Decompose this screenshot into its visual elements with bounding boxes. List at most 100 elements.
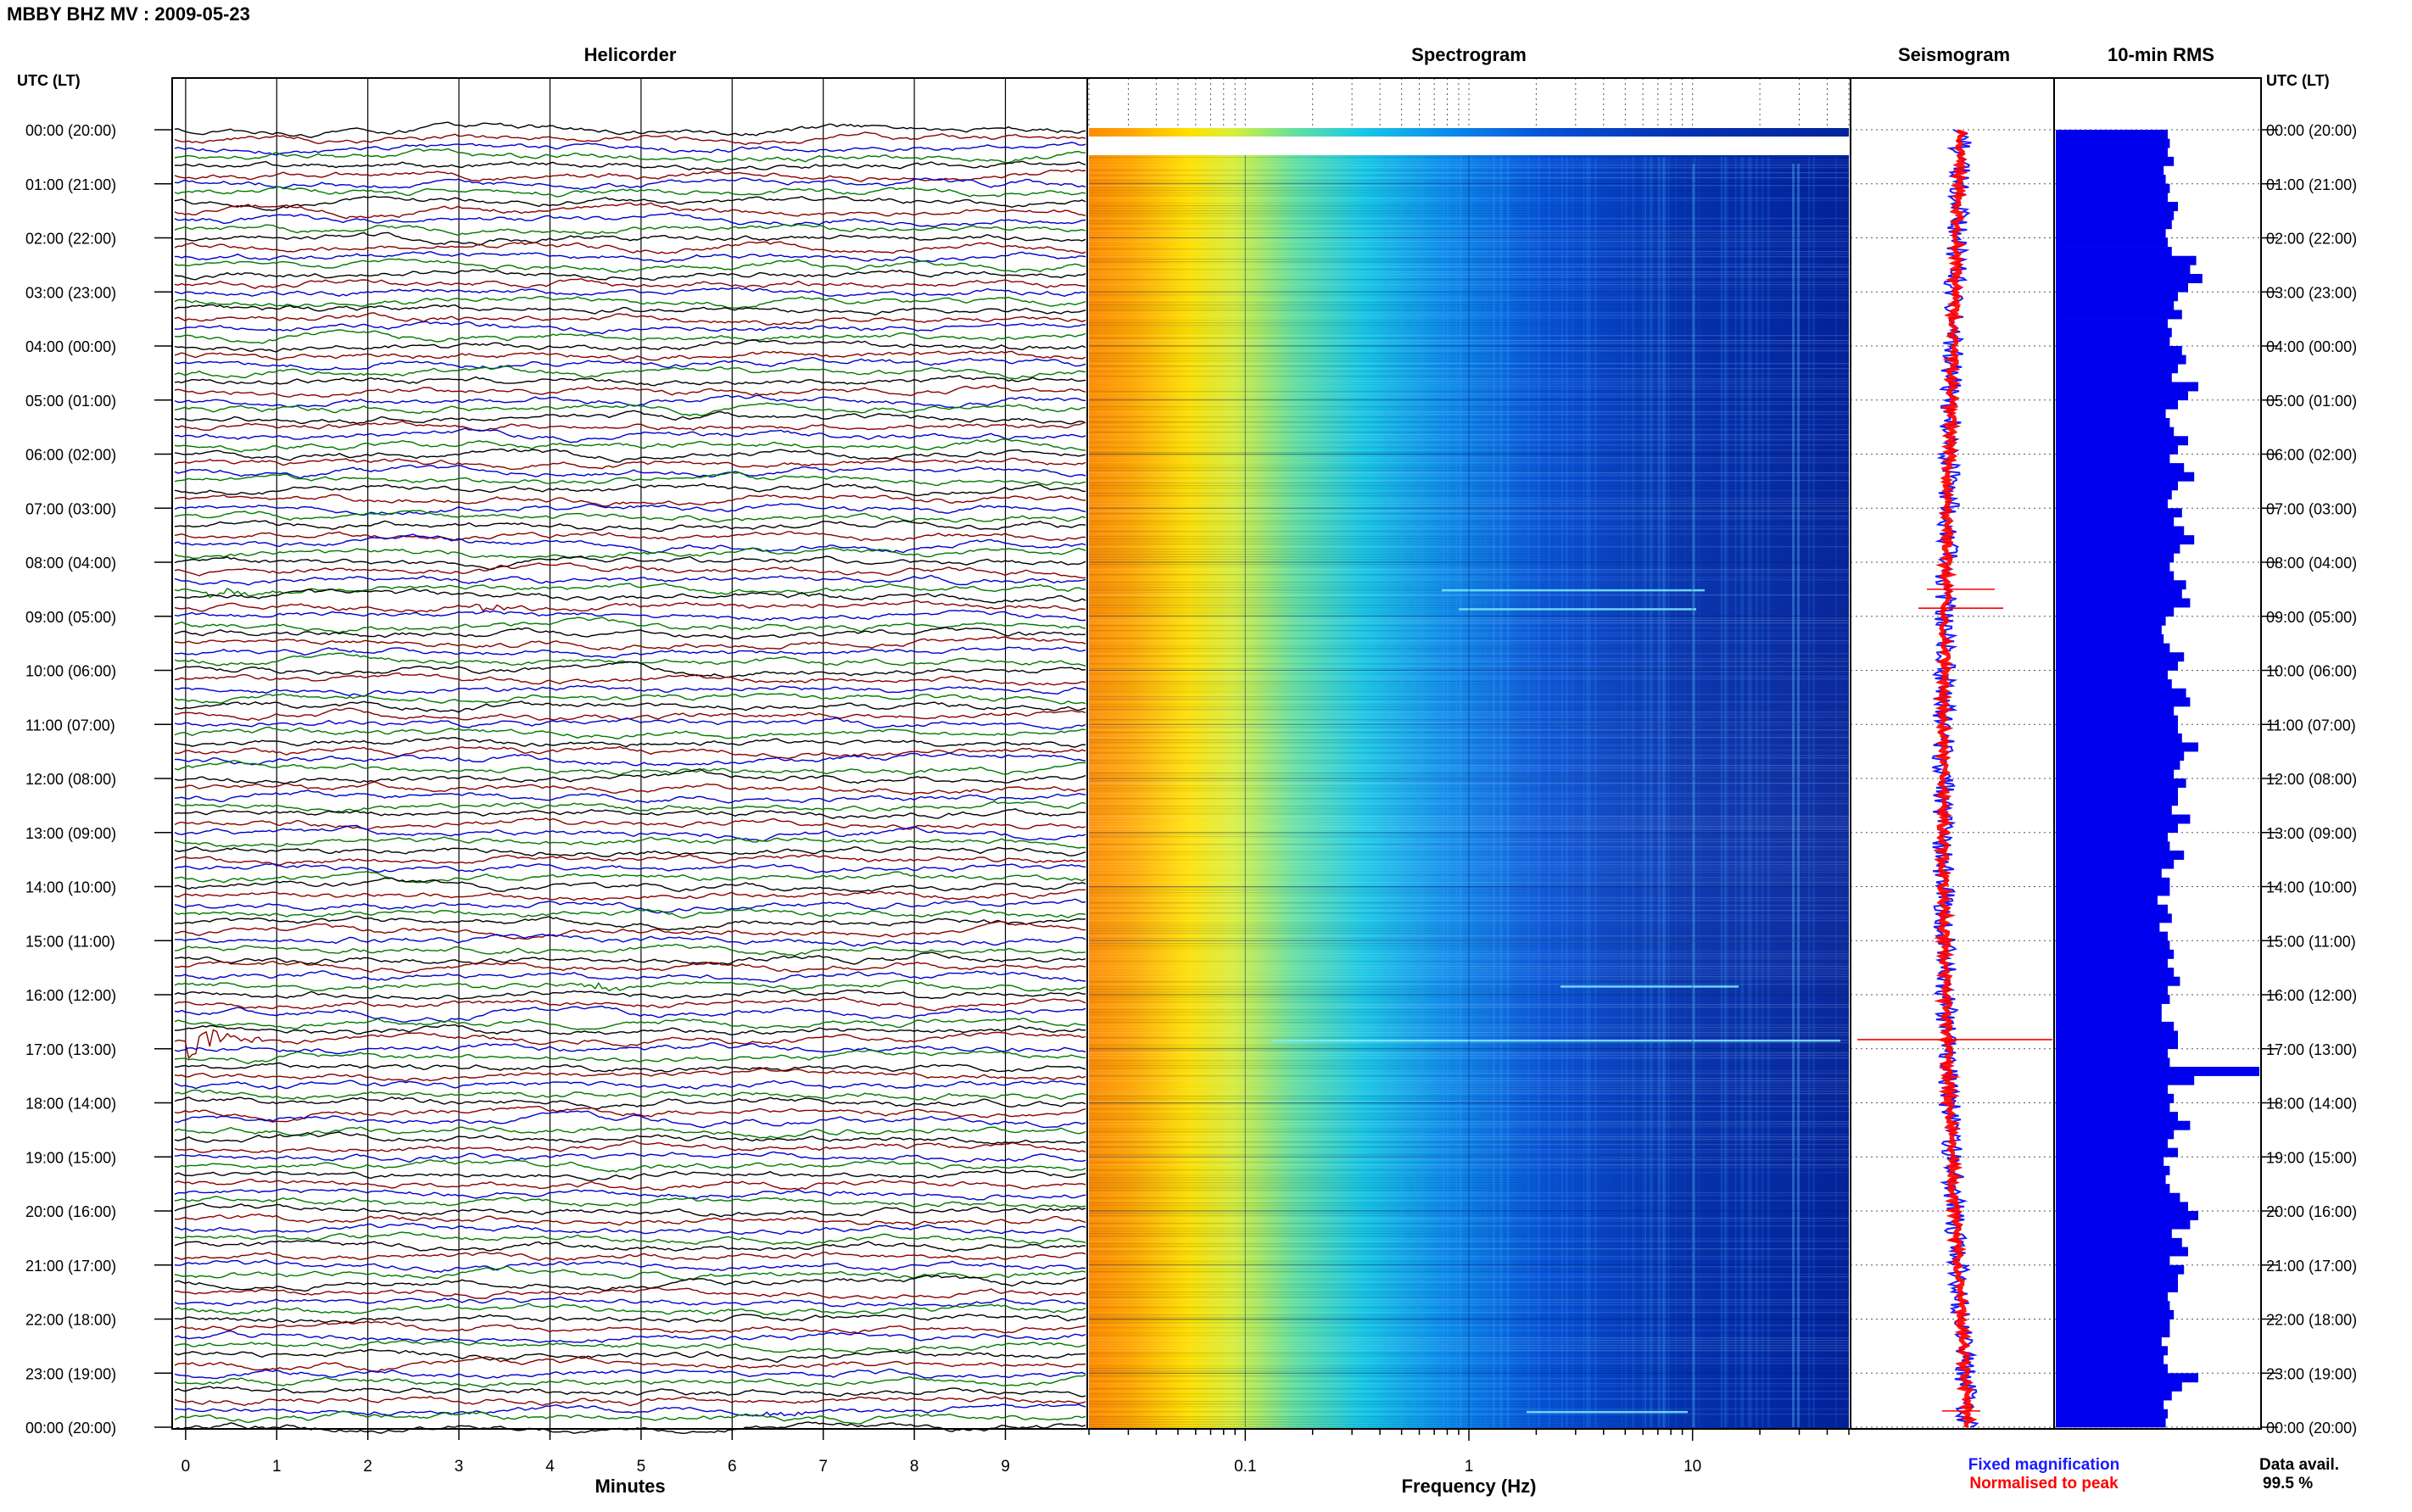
helicorder-trace [174,760,1086,776]
helicorder-trace [174,329,1086,344]
time-tick-label-right: 13:00 (09:00) [2266,825,2357,842]
time-tick-label-left: 15:00 (11:00) [25,933,115,950]
helicorder-trace [174,1024,1086,1036]
rms-bar [2056,1274,2178,1284]
helicorder-trace [174,438,1086,453]
minute-tick-label: 7 [818,1458,828,1476]
minute-tick-label: 1 [272,1458,282,1476]
rms-bar [2056,1184,2170,1194]
time-tick-label-right: 17:00 (13:00) [2266,1041,2357,1058]
minutes-axis: 0 1 2 3 4 5 6 7 8 9 [181,1429,1010,1476]
rms-bar [2056,535,2195,545]
helicorder-trace [174,250,1086,264]
helicorder-trace [174,160,1086,171]
rms-bar [2056,995,2170,1004]
helicorder-trace [174,1068,1086,1082]
rms-bar [2056,210,2175,220]
rms-bar [2056,1229,2172,1239]
helicorder-trace [174,789,1086,804]
rms-bar [2056,661,2178,671]
helicorder-trace [174,212,1086,227]
helicorder-title: Helicorder [584,44,677,65]
rms-bar [2056,851,2185,860]
helicorder-trace [174,1320,1086,1334]
helicorder-trace [174,1005,1086,1023]
frequency-tick-label: 0.1 [1234,1458,1256,1476]
minute-tick-label: 0 [181,1458,191,1476]
rms-bar [2056,859,2175,869]
time-tick-label-right: 23:00 (19:00) [2266,1365,2357,1382]
time-tick-label-left: 00:00 (20:00) [25,122,116,139]
time-tick-label-right: 19:00 (15:00) [2266,1149,2357,1166]
helicorder-panel [174,78,1086,1435]
minute-tick-label: 5 [637,1458,646,1476]
helicorder-trace [174,296,1086,309]
rms-bar [2056,463,2185,473]
rms-bar [2056,1112,2178,1122]
helicorder-trace [174,1275,1086,1292]
rms-bar [2056,1165,2170,1175]
rms-bar [2056,571,2175,581]
page-title: MBBY BHZ MV : 2009-05-23 [7,3,250,25]
rms-bar [2056,382,2198,392]
rms-bar [2056,1048,2168,1058]
helicorder-trace [174,402,1086,416]
helicorder-trace [174,707,1086,722]
rms-bar [2056,346,2182,355]
helicorder-trace [174,1374,1086,1388]
rms-bar [2056,1364,2168,1374]
rms-bar [2056,1030,2178,1041]
rms-bar [2056,130,2168,139]
time-tick-label-left: 00:00 (20:00) [25,1420,116,1437]
rms-bar [2056,643,2170,653]
time-tick-label-left: 03:00 (23:00) [25,284,116,301]
rms-bar [2056,454,2170,464]
minutes-axis-label: Minutes [595,1476,665,1497]
helicorder-trace [174,483,1086,497]
rms-bar [2056,580,2186,590]
time-axis-left: 00:00 (20:00) 01:00 (21:00) 02:00 (22:00) 0… [25,122,172,1437]
rms-bar [2056,598,2191,608]
rms-bar [2056,138,2170,148]
rms-bar [2056,1174,2166,1185]
legend-fixed-magnification: Fixed magnification [1968,1456,2119,1474]
time-tick-label-left: 08:00 (04:00) [25,555,116,572]
helicorder-trace [174,752,1086,767]
time-tick-label-left: 10:00 (06:00) [25,663,116,680]
helicorder-trace [175,232,1086,246]
rms-bar [2056,1319,2170,1329]
rms-bar [2056,706,2175,716]
helicorder-trace [174,1339,1086,1353]
time-axis-right: 00:00 (20:00) 01:00 (21:00) 02:00 (22:00) 0… [2261,122,2357,1437]
time-tick-label-left: 12:00 (08:00) [25,771,116,788]
rms-bar [2056,148,2168,158]
helicorder-trace [174,726,1086,739]
helicorder-trace [174,920,1086,940]
rms-bar [2056,471,2195,482]
rms-bar [2056,1373,2198,1383]
rms-bar [2056,679,2172,689]
helicorder-trace [174,970,1086,983]
rms-bar [2056,1040,2178,1050]
rms-bar [2056,1409,2168,1419]
seismogram-title: Seismogram [1898,44,2010,65]
rms-bar [2056,310,2182,320]
time-tick-label-left: 18:00 (14:00) [25,1096,116,1113]
helicorder-trace [174,321,1086,335]
rms-bar [2056,715,2178,725]
spectrogram-title: Spectrogram [1411,44,1527,65]
helicorder-trace [174,700,1086,713]
helicorder-trace [174,148,1086,164]
rms-bar [2056,1346,2168,1356]
minute-tick-label: 3 [455,1458,464,1476]
rms-bar [2056,1192,2180,1202]
rms-bar [2056,634,2164,644]
helicorder-trace [174,1110,1086,1129]
rms-bar [2056,237,2168,248]
time-tick-label-left: 05:00 (01:00) [25,393,116,410]
helicorder-trace [174,1029,1086,1060]
helicorder-trace [174,1259,1086,1273]
helicorder-trace [174,1049,1086,1064]
helicorder-trace [174,824,1086,842]
